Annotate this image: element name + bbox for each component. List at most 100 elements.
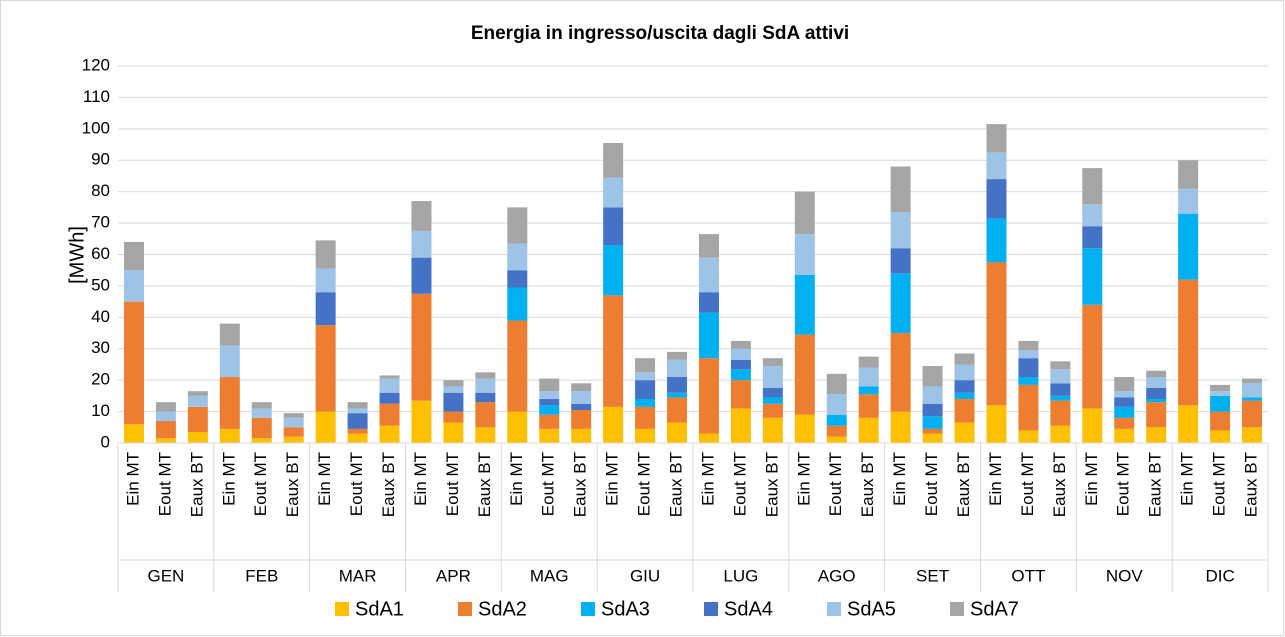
bar-segment <box>730 369 751 381</box>
bar-segment <box>667 392 688 398</box>
bar-segment <box>1050 400 1071 426</box>
x-tick-label: Eaux BT <box>1146 452 1165 517</box>
bar-segment <box>1114 417 1135 429</box>
bar-segment <box>315 325 336 412</box>
bar-segment <box>411 400 432 443</box>
bar-segment <box>347 413 368 429</box>
y-tick-label: 110 <box>83 87 110 106</box>
bar-segment <box>1018 430 1039 443</box>
y-tick-label: 10 <box>91 401 110 420</box>
x-tick-label: Eaux BT <box>667 452 686 517</box>
bar-segment <box>251 408 272 418</box>
bar-segment <box>890 333 911 412</box>
bar-segment <box>347 428 368 434</box>
legend-swatch <box>950 602 964 616</box>
bar-segment <box>539 399 560 406</box>
legend-label: SdA3 <box>601 598 650 620</box>
y-tick-label: 40 <box>91 307 110 326</box>
x-tick-label: Ein MT <box>890 452 909 506</box>
bar-segment <box>1242 383 1263 398</box>
bar-segment <box>507 243 528 271</box>
bar-segment <box>954 422 975 443</box>
bar-segment <box>1242 378 1263 384</box>
bar-segment <box>762 403 783 418</box>
bar-segment <box>251 417 272 439</box>
group-label: MAR <box>339 566 377 585</box>
legend-label: SdA4 <box>724 598 773 620</box>
y-tick-label: 90 <box>91 150 110 169</box>
bar-segment <box>1146 427 1167 443</box>
bar-segment <box>954 353 975 365</box>
bar-segment <box>1114 397 1135 407</box>
bar-segment <box>379 392 400 404</box>
bar-segment <box>1242 400 1263 428</box>
bar-segment <box>411 201 432 231</box>
bar-segment <box>1050 361 1071 370</box>
bar-segment <box>858 367 879 387</box>
bar-segment <box>826 436 847 443</box>
bar-segment <box>1082 204 1103 227</box>
bar-segment <box>698 358 719 434</box>
group-label: OTT <box>1011 566 1045 585</box>
bar-segment <box>890 212 911 249</box>
bar-segment <box>443 411 464 423</box>
legend-swatch <box>458 602 472 616</box>
legend-swatch <box>581 602 595 616</box>
bar-segment <box>187 391 208 396</box>
bar-segment <box>251 402 272 409</box>
bar-segment <box>730 359 751 370</box>
bar-segment <box>507 270 528 288</box>
bar-segment <box>155 411 176 422</box>
bar-segment <box>1018 340 1039 351</box>
bar-segment <box>667 397 688 423</box>
bar-segment <box>858 356 879 368</box>
bar-segment <box>379 378 400 393</box>
bar-segment <box>1050 425 1071 443</box>
bar-segment <box>123 270 144 302</box>
bar-segment <box>443 380 464 387</box>
x-tick-label: Eout MT <box>443 452 462 516</box>
bar-segment <box>155 438 176 443</box>
bar-segment <box>187 406 208 433</box>
bar-segment <box>315 240 336 269</box>
bar-segment <box>922 433 943 443</box>
bar-segment <box>187 432 208 443</box>
bar-segment <box>890 248 911 274</box>
bar-segment <box>219 428 240 443</box>
bar-segment <box>954 392 975 400</box>
x-tick-label: Ein MT <box>123 452 142 506</box>
bar-segment <box>475 378 496 393</box>
bar-segment <box>954 380 975 393</box>
bar-segment <box>443 422 464 443</box>
bar-segment <box>347 402 368 409</box>
bar-segment <box>283 417 304 428</box>
x-tick-label: Ein MT <box>794 452 813 506</box>
bar-segment <box>251 438 272 443</box>
x-tick-label: Ein MT <box>603 452 622 506</box>
legend-label: SdA1 <box>355 598 404 620</box>
bar-segment <box>1018 358 1039 378</box>
bar-segment <box>826 425 847 437</box>
bar-segment <box>475 372 496 379</box>
bar-segment <box>1210 395 1231 412</box>
bar-segment <box>890 166 911 213</box>
bar-segment <box>411 257 432 294</box>
x-tick-label: Ein MT <box>1178 452 1197 506</box>
y-tick-label: 30 <box>91 338 110 357</box>
x-tick-label: Eout MT <box>826 452 845 516</box>
bar-segment <box>1210 391 1231 396</box>
bar-segment <box>1146 388 1167 400</box>
bar-segment <box>762 417 783 443</box>
bar-segment <box>475 402 496 428</box>
bar-segment <box>730 348 751 360</box>
x-tick-label: Eout MT <box>155 452 174 516</box>
bar-segment <box>762 388 783 398</box>
y-tick-label: 80 <box>91 181 110 200</box>
x-tick-label: Eaux BT <box>1242 452 1261 517</box>
group-label: GEN <box>147 566 184 585</box>
bar-segment <box>1082 226 1103 249</box>
bar-segment <box>826 394 847 415</box>
bar-segment <box>571 403 592 411</box>
bar-segment <box>123 424 144 443</box>
group-label: NOV <box>1106 566 1144 585</box>
